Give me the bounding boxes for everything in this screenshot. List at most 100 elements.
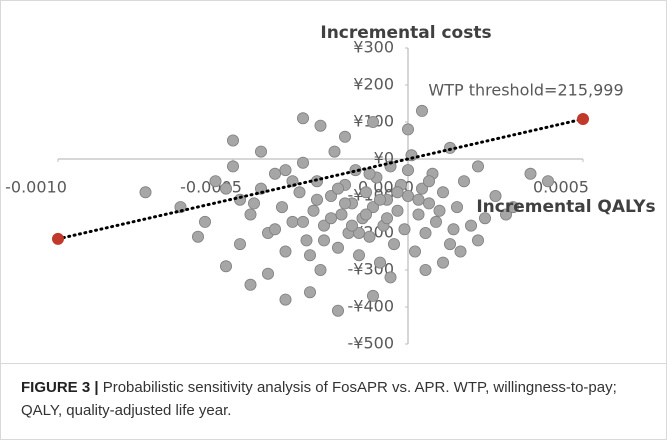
annotation: WTP threshold=215,999 <box>428 81 623 100</box>
point <box>366 201 379 214</box>
point <box>499 208 512 221</box>
y-tick-label: ¥200 <box>353 75 394 94</box>
point <box>398 223 411 236</box>
point <box>401 164 414 177</box>
point <box>338 197 351 210</box>
point <box>450 201 463 214</box>
point <box>307 204 320 217</box>
point <box>433 204 446 217</box>
point <box>384 271 397 284</box>
point <box>300 234 313 247</box>
point <box>209 175 222 188</box>
point <box>422 197 435 210</box>
point <box>359 186 372 199</box>
point <box>489 189 502 202</box>
point <box>338 130 351 143</box>
y-axis-title: Incremental costs <box>320 23 491 43</box>
y-tick-label: -¥400 <box>348 297 395 316</box>
point <box>226 160 239 173</box>
point <box>429 215 442 228</box>
point <box>443 238 456 251</box>
point <box>275 201 288 214</box>
point <box>314 119 327 132</box>
point <box>401 189 414 202</box>
caption: FIGURE 3 | Probabilistic sensitivity ana… <box>1 363 666 439</box>
x-axis-title: Incremental QALYs <box>476 197 655 217</box>
point <box>415 182 428 195</box>
point <box>391 186 404 199</box>
point <box>317 234 330 247</box>
point <box>279 245 292 258</box>
point <box>359 208 372 221</box>
point <box>391 204 404 217</box>
point <box>542 175 555 188</box>
point <box>303 286 316 299</box>
chart: ¥300¥200¥100¥0-¥100-¥200-¥300-¥400-¥500-… <box>5 23 656 353</box>
point <box>373 193 386 206</box>
point <box>419 263 432 276</box>
y-tick-label: -¥500 <box>348 334 395 353</box>
threshold-line <box>56 117 585 241</box>
point <box>261 267 274 280</box>
point <box>233 238 246 251</box>
point <box>226 134 239 147</box>
point <box>422 175 435 188</box>
point <box>286 215 299 228</box>
point <box>380 212 393 225</box>
point <box>219 260 232 273</box>
point <box>335 208 348 221</box>
y-tick-label: ¥300 <box>353 38 394 57</box>
point <box>464 219 477 232</box>
point <box>352 226 365 239</box>
point <box>577 113 590 126</box>
point <box>296 112 309 125</box>
point <box>471 234 484 247</box>
point <box>268 223 281 236</box>
point <box>436 256 449 269</box>
point <box>279 293 292 306</box>
point <box>345 219 358 232</box>
point <box>324 189 337 202</box>
point <box>401 123 414 136</box>
point <box>331 304 344 317</box>
point <box>52 232 65 245</box>
point <box>219 182 232 195</box>
point <box>317 219 330 232</box>
point <box>296 156 309 169</box>
point <box>191 230 204 243</box>
point <box>352 249 365 262</box>
point <box>384 160 397 173</box>
point <box>447 223 460 236</box>
point <box>310 193 323 206</box>
x-tick-label: -0.0010 <box>5 178 67 197</box>
point <box>363 230 376 243</box>
point <box>506 201 519 214</box>
point <box>303 249 316 262</box>
caption-text: Probabilistic sensitivity analysis of Fo… <box>21 379 617 419</box>
point <box>478 212 491 225</box>
point <box>244 208 257 221</box>
point <box>412 208 425 221</box>
point <box>268 167 281 180</box>
point <box>247 197 260 210</box>
point <box>471 160 484 173</box>
point <box>324 212 337 225</box>
point <box>244 278 257 291</box>
point <box>254 145 267 158</box>
point <box>293 186 306 199</box>
point <box>436 186 449 199</box>
point <box>524 167 537 180</box>
x-tick-label: 0.0005 <box>533 178 589 197</box>
point <box>366 289 379 302</box>
point <box>454 245 467 258</box>
point <box>387 238 400 251</box>
point <box>373 256 386 269</box>
point <box>415 104 428 117</box>
point <box>328 145 341 158</box>
point <box>408 245 421 258</box>
point <box>412 193 425 206</box>
point <box>331 241 344 254</box>
point <box>457 175 470 188</box>
point <box>296 215 309 228</box>
